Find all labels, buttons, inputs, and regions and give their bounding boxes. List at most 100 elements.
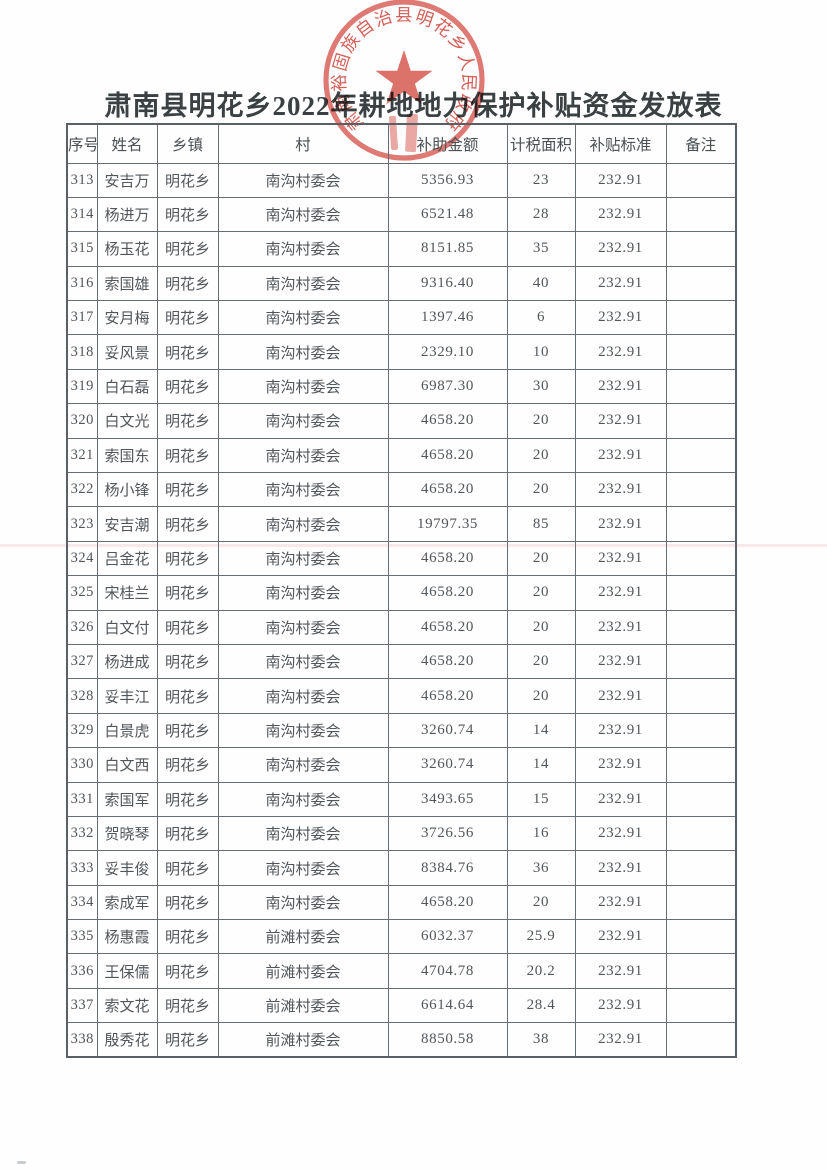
cell-village: 南沟村委会 bbox=[217, 712, 389, 749]
cell-area: 20 bbox=[506, 678, 576, 714]
cell-amount: 2329.10 bbox=[387, 334, 508, 370]
table-row: 334 索成军 明花乡 南沟村委会 4658.20 20 232.91 bbox=[66, 884, 737, 921]
cell-village: 南沟村委会 bbox=[217, 437, 389, 474]
col-header-note: 备注 bbox=[665, 123, 737, 164]
cell-standard: 232.91 bbox=[574, 231, 667, 267]
cell-amount: 4658.20 bbox=[387, 643, 508, 680]
cell-amount: 6614.64 bbox=[387, 987, 508, 1024]
col-header-standard: 补贴标准 bbox=[574, 123, 667, 164]
cell-name: 吕金花 bbox=[96, 540, 158, 577]
cell-village: 南沟村委会 bbox=[217, 747, 389, 783]
table-row: 322 杨小锋 明花乡 南沟村委会 4658.20 20 232.91 bbox=[66, 472, 737, 508]
cell-standard: 232.91 bbox=[574, 265, 667, 302]
cell-amount: 4658.20 bbox=[387, 540, 508, 577]
cell-area: 16 bbox=[506, 815, 576, 852]
table-row: 323 安吉潮 明花乡 南沟村委会 19797.35 85 232.91 bbox=[66, 506, 737, 542]
cell-note bbox=[665, 506, 737, 542]
cell-area: 38 bbox=[506, 1022, 576, 1058]
cell-name: 白文西 bbox=[96, 747, 158, 783]
table-row: 325 宋桂兰 明花乡 南沟村委会 4658.20 20 232.91 bbox=[66, 575, 737, 611]
cell-name: 贺晓琴 bbox=[96, 815, 158, 852]
cell-village: 南沟村委会 bbox=[217, 678, 389, 714]
cell-village: 南沟村委会 bbox=[217, 403, 389, 439]
cell-township: 明花乡 bbox=[156, 919, 219, 955]
cell-village: 南沟村委会 bbox=[217, 334, 389, 370]
cell-amount: 1397.46 bbox=[387, 300, 508, 336]
cell-name: 妥丰俊 bbox=[96, 850, 158, 886]
cell-village: 南沟村委会 bbox=[217, 196, 389, 233]
cell-village: 南沟村委会 bbox=[217, 231, 389, 267]
cell-area: 20 bbox=[506, 540, 576, 577]
cell-note bbox=[665, 196, 737, 233]
cell-seq: 337 bbox=[66, 987, 98, 1024]
cell-township: 明花乡 bbox=[156, 643, 219, 680]
cell-area: 20 bbox=[506, 403, 576, 439]
table-row: 320 白文光 明花乡 南沟村委会 4658.20 20 232.91 bbox=[66, 403, 737, 439]
cell-village: 南沟村委会 bbox=[217, 540, 389, 577]
cell-note bbox=[665, 678, 737, 714]
cell-village: 南沟村委会 bbox=[217, 850, 389, 886]
cell-seq: 322 bbox=[66, 472, 98, 508]
subsidy-table: 序号 姓名 乡镇 村 补助金额 计税面积 补贴标准 备注 313 安吉万 明花乡 南沟… bbox=[66, 123, 737, 1059]
cell-standard: 232.91 bbox=[574, 850, 667, 886]
cell-amount: 3493.65 bbox=[387, 781, 508, 817]
cell-standard: 232.91 bbox=[574, 506, 667, 542]
cell-area: 10 bbox=[506, 334, 576, 370]
table-row: 328 妥丰江 明花乡 南沟村委会 4658.20 20 232.91 bbox=[66, 678, 737, 714]
cell-standard: 232.91 bbox=[574, 162, 667, 198]
cell-amount: 19797.35 bbox=[387, 506, 508, 542]
cell-standard: 232.91 bbox=[574, 437, 667, 474]
col-header-seq: 序号 bbox=[66, 123, 98, 164]
cell-area: 14 bbox=[506, 712, 576, 749]
cell-amount: 4658.20 bbox=[387, 437, 508, 474]
cell-amount: 8850.58 bbox=[387, 1022, 508, 1058]
cell-seq: 318 bbox=[66, 334, 98, 370]
cell-amount: 4658.20 bbox=[387, 403, 508, 439]
cell-village: 前滩村委会 bbox=[217, 953, 389, 989]
cell-seq: 317 bbox=[66, 300, 98, 336]
cell-area: 6 bbox=[506, 300, 576, 336]
cell-name: 安月梅 bbox=[96, 300, 158, 336]
cell-note bbox=[665, 712, 737, 749]
cell-seq: 338 bbox=[66, 1022, 98, 1058]
cell-seq: 332 bbox=[66, 815, 98, 852]
cell-name: 白景虎 bbox=[96, 712, 158, 749]
cell-standard: 232.91 bbox=[574, 540, 667, 577]
cell-area: 20 bbox=[506, 643, 576, 680]
cell-seq: 324 bbox=[66, 540, 98, 577]
cell-area: 25.9 bbox=[506, 919, 576, 955]
table-row: 326 白文付 明花乡 南沟村委会 4658.20 20 232.91 bbox=[66, 609, 737, 645]
cell-note bbox=[665, 437, 737, 474]
cell-seq: 328 bbox=[66, 678, 98, 714]
cell-seq: 319 bbox=[66, 368, 98, 405]
cell-standard: 232.91 bbox=[574, 196, 667, 233]
cell-standard: 232.91 bbox=[574, 919, 667, 955]
cell-standard: 232.91 bbox=[574, 609, 667, 645]
cell-seq: 330 bbox=[66, 747, 98, 783]
cell-area: 20 bbox=[506, 472, 576, 508]
cell-note bbox=[665, 368, 737, 405]
cell-note bbox=[665, 953, 737, 989]
table-row: 335 杨惠霞 明花乡 前滩村委会 6032.37 25.9 232.91 bbox=[66, 919, 737, 955]
cell-amount: 6521.48 bbox=[387, 196, 508, 233]
table-header-row: 序号 姓名 乡镇 村 补助金额 计税面积 补贴标准 备注 bbox=[66, 123, 737, 164]
cell-amount: 8384.76 bbox=[387, 850, 508, 886]
cell-name: 索国雄 bbox=[96, 265, 158, 302]
cell-township: 明花乡 bbox=[156, 712, 219, 749]
cell-amount: 6987.30 bbox=[387, 368, 508, 405]
cell-village: 南沟村委会 bbox=[217, 300, 389, 336]
table-row: 315 杨玉花 明花乡 南沟村委会 8151.85 35 232.91 bbox=[66, 231, 737, 267]
cell-name: 杨进万 bbox=[96, 196, 158, 233]
cell-village: 南沟村委会 bbox=[217, 815, 389, 852]
cell-township: 明花乡 bbox=[156, 437, 219, 474]
table-body: 313 安吉万 明花乡 南沟村委会 5356.93 23 232.91 314 杨进万 明花乡 南沟… bbox=[66, 162, 737, 1058]
cell-seq: 335 bbox=[66, 919, 98, 955]
cell-amount: 4658.20 bbox=[387, 678, 508, 714]
cell-name: 索文花 bbox=[96, 987, 158, 1024]
col-header-village: 村 bbox=[217, 123, 389, 164]
cell-note bbox=[665, 162, 737, 198]
col-header-township: 乡镇 bbox=[156, 123, 219, 164]
cell-amount: 4658.20 bbox=[387, 575, 508, 611]
cell-name: 妥风景 bbox=[96, 334, 158, 370]
